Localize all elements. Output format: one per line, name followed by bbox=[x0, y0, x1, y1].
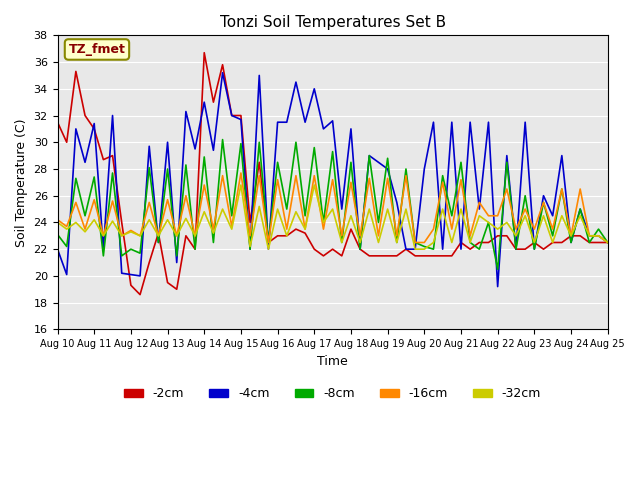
Legend: -2cm, -4cm, -8cm, -16cm, -32cm: -2cm, -4cm, -8cm, -16cm, -32cm bbox=[119, 383, 546, 406]
Text: TZ_fmet: TZ_fmet bbox=[68, 43, 125, 56]
X-axis label: Time: Time bbox=[317, 355, 348, 368]
Y-axis label: Soil Temperature (C): Soil Temperature (C) bbox=[15, 118, 28, 247]
Title: Tonzi Soil Temperatures Set B: Tonzi Soil Temperatures Set B bbox=[220, 15, 445, 30]
